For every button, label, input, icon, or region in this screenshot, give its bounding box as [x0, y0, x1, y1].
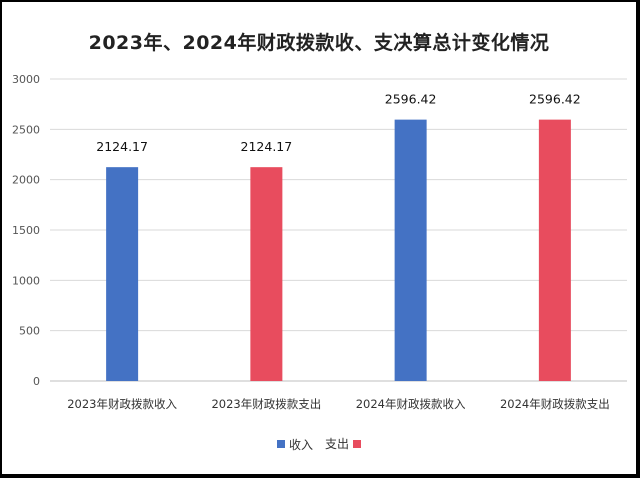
legend-swatch — [353, 439, 362, 448]
category-label: 2024年财政拨款支出 — [500, 397, 610, 411]
y-tick-label: 2000 — [12, 174, 40, 187]
legend-item: 支出 — [325, 435, 362, 452]
data-label: 2124.17 — [241, 139, 293, 154]
chart-frame: 2023年、2024年财政拨款收、支决算总计变化情况 0 500 1000 1500 2… — [2, 2, 636, 474]
bar — [250, 167, 283, 381]
y-tick-label: 500 — [19, 325, 40, 338]
y-tick-label: 0 — [33, 375, 40, 388]
legend-label: 收入 — [288, 437, 313, 452]
y-tick-label: 1500 — [12, 224, 40, 237]
legend-label: 支出 — [325, 437, 350, 451]
bar — [394, 119, 427, 382]
legend-item: 收入 — [276, 436, 313, 453]
category-label: 2024年财政拨款收入 — [356, 397, 466, 411]
legend: 收入 支出 — [2, 435, 636, 453]
bar-chart: 0 500 1000 1500 2000 2500 3000 2124.17 2023年财政拨款… — [12, 73, 627, 411]
legend-swatch — [276, 440, 285, 448]
data-label: 2124.17 — [96, 139, 148, 154]
bar — [106, 167, 139, 381]
category-label: 2023年财政拨款支出 — [211, 397, 321, 411]
data-label: 2596.42 — [529, 92, 581, 107]
category-label: 2023年财政拨款收入 — [67, 397, 177, 411]
data-label: 2596.42 — [385, 92, 437, 107]
y-tick-label: 2500 — [12, 123, 40, 136]
bar — [538, 119, 571, 382]
y-tick-label: 1000 — [12, 274, 40, 287]
y-tick-label: 3000 — [12, 73, 40, 86]
chart-title: 2023年、2024年财政拨款收、支决算总计变化情况 — [88, 32, 550, 54]
